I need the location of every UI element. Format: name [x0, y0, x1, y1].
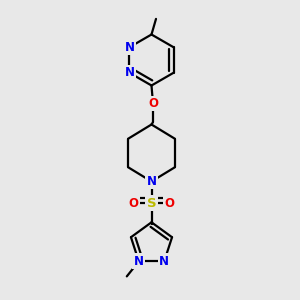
Text: N: N — [159, 255, 169, 268]
Text: N: N — [146, 175, 157, 188]
Text: O: O — [128, 196, 139, 210]
Text: O: O — [164, 196, 175, 210]
Text: N: N — [134, 255, 144, 268]
Text: N: N — [124, 41, 134, 54]
Text: N: N — [124, 66, 134, 79]
Text: S: S — [147, 196, 156, 210]
Text: O: O — [148, 97, 158, 110]
